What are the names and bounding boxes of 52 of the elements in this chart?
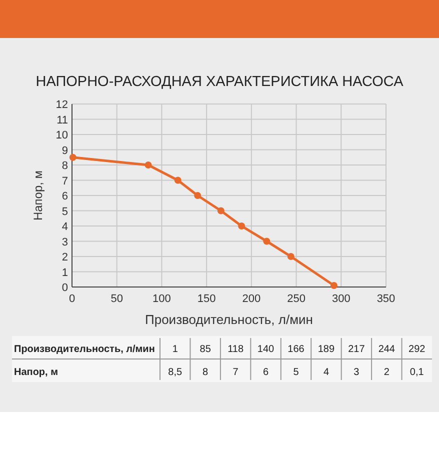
y-tick-label: 1 <box>62 266 68 279</box>
category-label: 140 <box>257 344 275 355</box>
text: 7 <box>232 367 238 378</box>
category-label: 292 <box>408 344 426 355</box>
category-label: 217 <box>348 344 366 355</box>
category-label: 85 <box>200 344 212 355</box>
x-tick-label: 300 <box>332 293 350 305</box>
text: 8,5 <box>168 367 182 378</box>
text: Производительность, л/мин <box>14 344 155 355</box>
point <box>330 282 338 289</box>
x-tick-label: 50 <box>110 293 123 305</box>
y-tick-label: 5 <box>62 206 68 218</box>
x-tick-label: 100 <box>152 293 171 305</box>
y-tick-label: 12 <box>56 99 68 111</box>
point <box>287 253 294 260</box>
y-axis-title: Напор, м <box>31 170 45 221</box>
x-tick-label: 200 <box>242 293 261 305</box>
category-label: 166 <box>288 344 305 355</box>
x-tick-label: 250 <box>287 293 306 305</box>
x-tick-label: 150 <box>197 293 216 305</box>
category-label: 189 <box>318 344 335 355</box>
text: 4 <box>323 367 330 378</box>
y-tick-label: 7 <box>62 175 68 188</box>
point <box>144 162 152 168</box>
y-tick-label: 11 <box>56 114 68 126</box>
point <box>174 176 182 184</box>
category-label: 1 <box>172 344 178 355</box>
y-tick-label: 0 <box>62 282 68 294</box>
point <box>263 238 270 245</box>
point <box>194 192 202 199</box>
text: Напор, м <box>14 367 58 378</box>
y-tick-label: 2 <box>62 252 68 264</box>
point <box>217 207 224 214</box>
y-tick-label: 4 <box>62 221 68 233</box>
y-tick-label: 6 <box>62 190 68 202</box>
y-tick-label: 8 <box>62 160 68 172</box>
category-label: 118 <box>228 344 244 355</box>
text: 0,1 <box>410 367 424 378</box>
y-tick-label: 10 <box>56 130 68 142</box>
text: 8 <box>202 367 208 378</box>
category-label: 244 <box>378 344 396 355</box>
point <box>238 222 246 230</box>
x-axis-title: Производительность, л/мин <box>145 312 313 327</box>
text: 5 <box>293 367 299 378</box>
text: 2 <box>384 367 390 378</box>
y-tick-label: 3 <box>62 236 68 248</box>
chart-title: НАПОРНО-РАСХОДНАЯ ХАРАКТЕРИСТИКА НАСОСА <box>36 74 404 90</box>
y-tick-label: 9 <box>62 144 68 157</box>
x-tick-label: 350 <box>376 293 396 305</box>
text: 3 <box>354 367 360 378</box>
text: 6 <box>262 367 269 378</box>
point <box>69 154 76 161</box>
